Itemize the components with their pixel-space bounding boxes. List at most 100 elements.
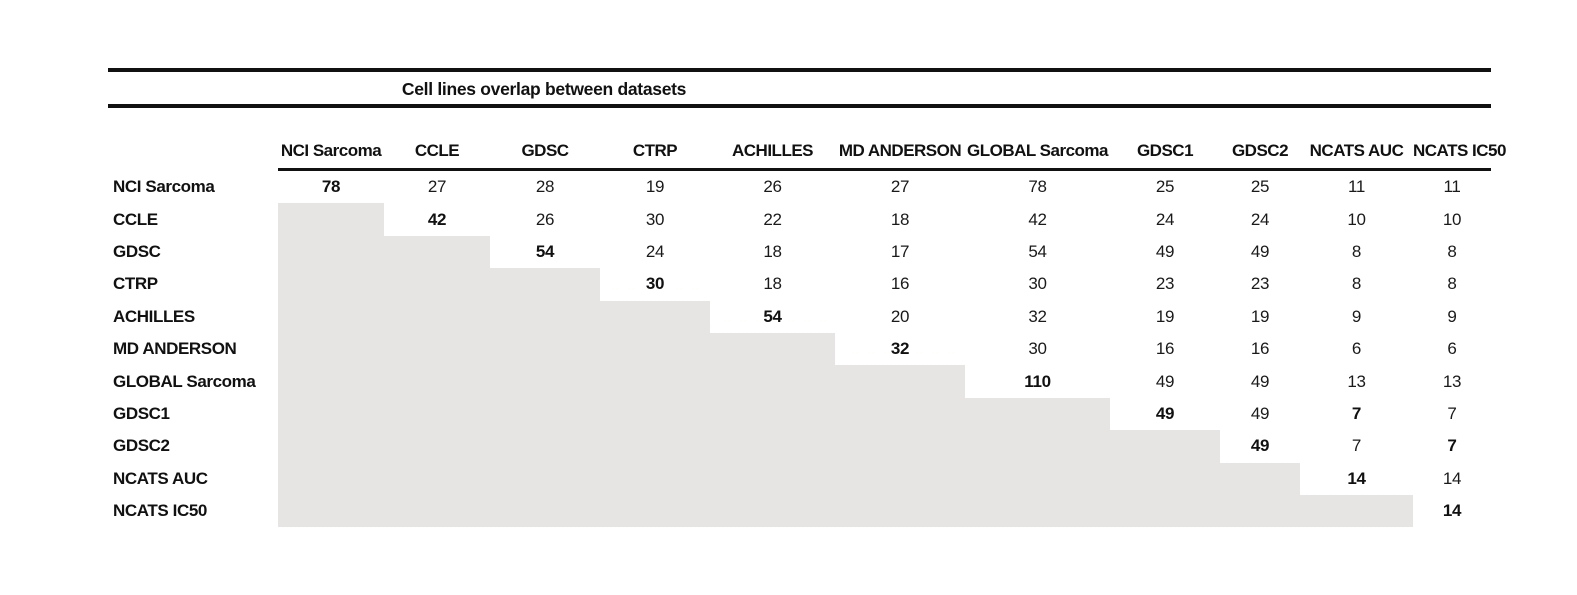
shaded-cell — [384, 268, 490, 301]
shaded-cell — [490, 268, 600, 301]
matrix-cell-ncats-auc-x-ncats-auc: 14 — [1347, 468, 1366, 488]
matrix-cell-gdsc2-x-ncats-ic50: 7 — [1447, 436, 1457, 456]
matrix-cell-ccle-x-global-sarcoma: 42 — [1028, 209, 1047, 229]
matrix-cell-achilles-x-gdsc1: 19 — [1155, 306, 1175, 326]
matrix-cell-gdsc1-x-gdsc1: 49 — [1155, 403, 1175, 423]
row-label-ccle: CCLE — [113, 209, 158, 229]
shaded-cell — [384, 235, 490, 269]
matrix-cell-nci-sarcoma-x-global-sarcoma: 78 — [1028, 177, 1047, 197]
row-label-ncats-ic50: NCATS IC50 — [113, 501, 207, 521]
matrix-cell-global-sarcoma-x-ncats-auc: 13 — [1347, 371, 1366, 391]
matrix-cell-nci-sarcoma-x-nci-sarcoma: 78 — [321, 177, 341, 197]
shaded-cell — [278, 203, 384, 236]
matrix-cell-ccle-x-gdsc: 26 — [535, 209, 555, 229]
shaded-cell — [965, 430, 1110, 463]
shaded-cell — [600, 365, 710, 398]
shaded-cell — [710, 365, 835, 398]
matrix-cell-gdsc2-x-ncats-auc: 7 — [1351, 436, 1362, 456]
matrix-cell-gdsc-x-ctrp: 24 — [645, 241, 665, 261]
matrix-cell-ccle-x-gdsc1: 24 — [1155, 209, 1175, 229]
shaded-cell — [1220, 462, 1300, 495]
shaded-cell — [384, 430, 490, 463]
shaded-cell — [278, 495, 384, 528]
shaded-cell — [384, 495, 490, 528]
figure-title: Cell lines overlap between datasets — [401, 79, 687, 99]
matrix-cell-ctrp-x-ncats-ic50: 8 — [1447, 274, 1457, 294]
matrix-cell-global-sarcoma-x-gdsc1: 49 — [1155, 371, 1175, 391]
matrix-cell-gdsc1-x-gdsc2: 49 — [1250, 403, 1270, 423]
row-label-achilles: ACHILLES — [113, 306, 195, 326]
matrix-cell-achilles-x-ncats-ic50: 9 — [1447, 306, 1457, 326]
shaded-cell — [490, 333, 600, 366]
title-top-rule — [108, 68, 1491, 72]
shaded-cell — [600, 430, 710, 463]
matrix-cell-ctrp-x-gdsc1: 23 — [1155, 274, 1175, 294]
shaded-cell — [490, 365, 600, 398]
shaded-cell — [835, 462, 965, 495]
shaded-cell — [490, 300, 600, 333]
shaded-cell — [278, 397, 384, 431]
matrix-cell-nci-sarcoma-x-md-anderson: 27 — [890, 177, 910, 197]
matrix-cell-gdsc2-x-gdsc2: 49 — [1250, 436, 1270, 456]
matrix-cell-ncats-ic50-x-ncats-ic50: 14 — [1442, 501, 1462, 521]
matrix-cell-ccle-x-ncats-auc: 10 — [1347, 209, 1366, 229]
shaded-cell — [278, 300, 384, 333]
matrix-cell-global-sarcoma-x-gdsc2: 49 — [1250, 371, 1270, 391]
matrix-cell-nci-sarcoma-x-gdsc: 28 — [535, 177, 555, 197]
shaded-cell — [600, 333, 710, 366]
matrix-cell-achilles-x-achilles: 54 — [763, 306, 782, 326]
shaded-cell — [278, 333, 384, 366]
matrix-cell-ctrp-x-gdsc2: 23 — [1250, 274, 1270, 294]
row-label-nci-sarcoma: NCI Sarcoma — [113, 177, 215, 197]
matrix-cell-md-anderson-x-gdsc1: 16 — [1155, 339, 1175, 359]
matrix-cell-gdsc-x-ncats-auc: 8 — [1351, 241, 1362, 261]
shaded-cell — [710, 462, 835, 495]
row-label-ctrp: CTRP — [113, 274, 158, 294]
shaded-cell — [835, 397, 965, 431]
shaded-cell — [965, 495, 1110, 528]
matrix-cell-ccle-x-ccle: 42 — [427, 209, 447, 229]
matrix-cell-gdsc-x-md-anderson: 17 — [890, 241, 910, 261]
row-label-md-anderson: MD ANDERSON — [113, 339, 237, 359]
shaded-cell — [490, 495, 600, 528]
matrix-cell-md-anderson-x-gdsc2: 16 — [1250, 339, 1270, 359]
column-header-nci-sarcoma: NCI Sarcoma — [280, 141, 382, 160]
column-header-global-sarcoma: GLOBAL Sarcoma — [966, 141, 1109, 160]
matrix-cell-ncats-auc-x-ncats-ic50: 14 — [1442, 468, 1462, 488]
matrix-cell-ccle-x-ctrp: 30 — [645, 209, 665, 229]
matrix-cell-md-anderson-x-ncats-auc: 6 — [1351, 339, 1362, 359]
shaded-cell — [384, 365, 490, 398]
shaded-cell — [1220, 495, 1300, 528]
shaded-cell — [278, 268, 384, 301]
matrix-cell-nci-sarcoma-x-gdsc1: 25 — [1155, 177, 1175, 197]
shaded-cell — [600, 397, 710, 431]
matrix-cell-ctrp-x-global-sarcoma: 30 — [1028, 274, 1047, 294]
shaded-cell — [278, 430, 384, 463]
shaded-cell — [600, 495, 710, 528]
shaded-cell — [835, 430, 965, 463]
matrix-cell-nci-sarcoma-x-gdsc2: 25 — [1250, 177, 1270, 197]
matrix-cell-gdsc-x-ncats-ic50: 8 — [1447, 241, 1457, 261]
shaded-cell — [600, 462, 710, 495]
matrix-cell-gdsc1-x-ncats-ic50: 7 — [1447, 403, 1457, 423]
column-header-ncats-auc: NCATS AUC — [1309, 141, 1404, 160]
matrix-cell-ctrp-x-md-anderson: 16 — [890, 274, 910, 294]
title-bottom-rule — [108, 104, 1491, 108]
matrix-cell-ccle-x-md-anderson: 18 — [890, 209, 910, 229]
shaded-cell — [384, 397, 490, 431]
matrix-cell-md-anderson-x-md-anderson: 32 — [890, 339, 910, 359]
shaded-cell — [1110, 462, 1220, 495]
shaded-cell — [490, 462, 600, 495]
matrix-cell-gdsc-x-gdsc2: 49 — [1250, 241, 1270, 261]
shaded-cell — [278, 365, 384, 398]
shaded-cell — [710, 397, 835, 431]
matrix-cell-md-anderson-x-global-sarcoma: 30 — [1028, 339, 1047, 359]
shaded-cell — [1110, 495, 1220, 528]
matrix-cell-achilles-x-global-sarcoma: 32 — [1028, 306, 1047, 326]
shaded-cell — [600, 300, 710, 333]
shaded-cell — [965, 397, 1110, 431]
shaded-cell — [965, 462, 1110, 495]
column-header-ncats-ic50: NCATS IC50 — [1413, 141, 1506, 160]
matrix-cell-ccle-x-ncats-ic50: 10 — [1442, 209, 1462, 229]
